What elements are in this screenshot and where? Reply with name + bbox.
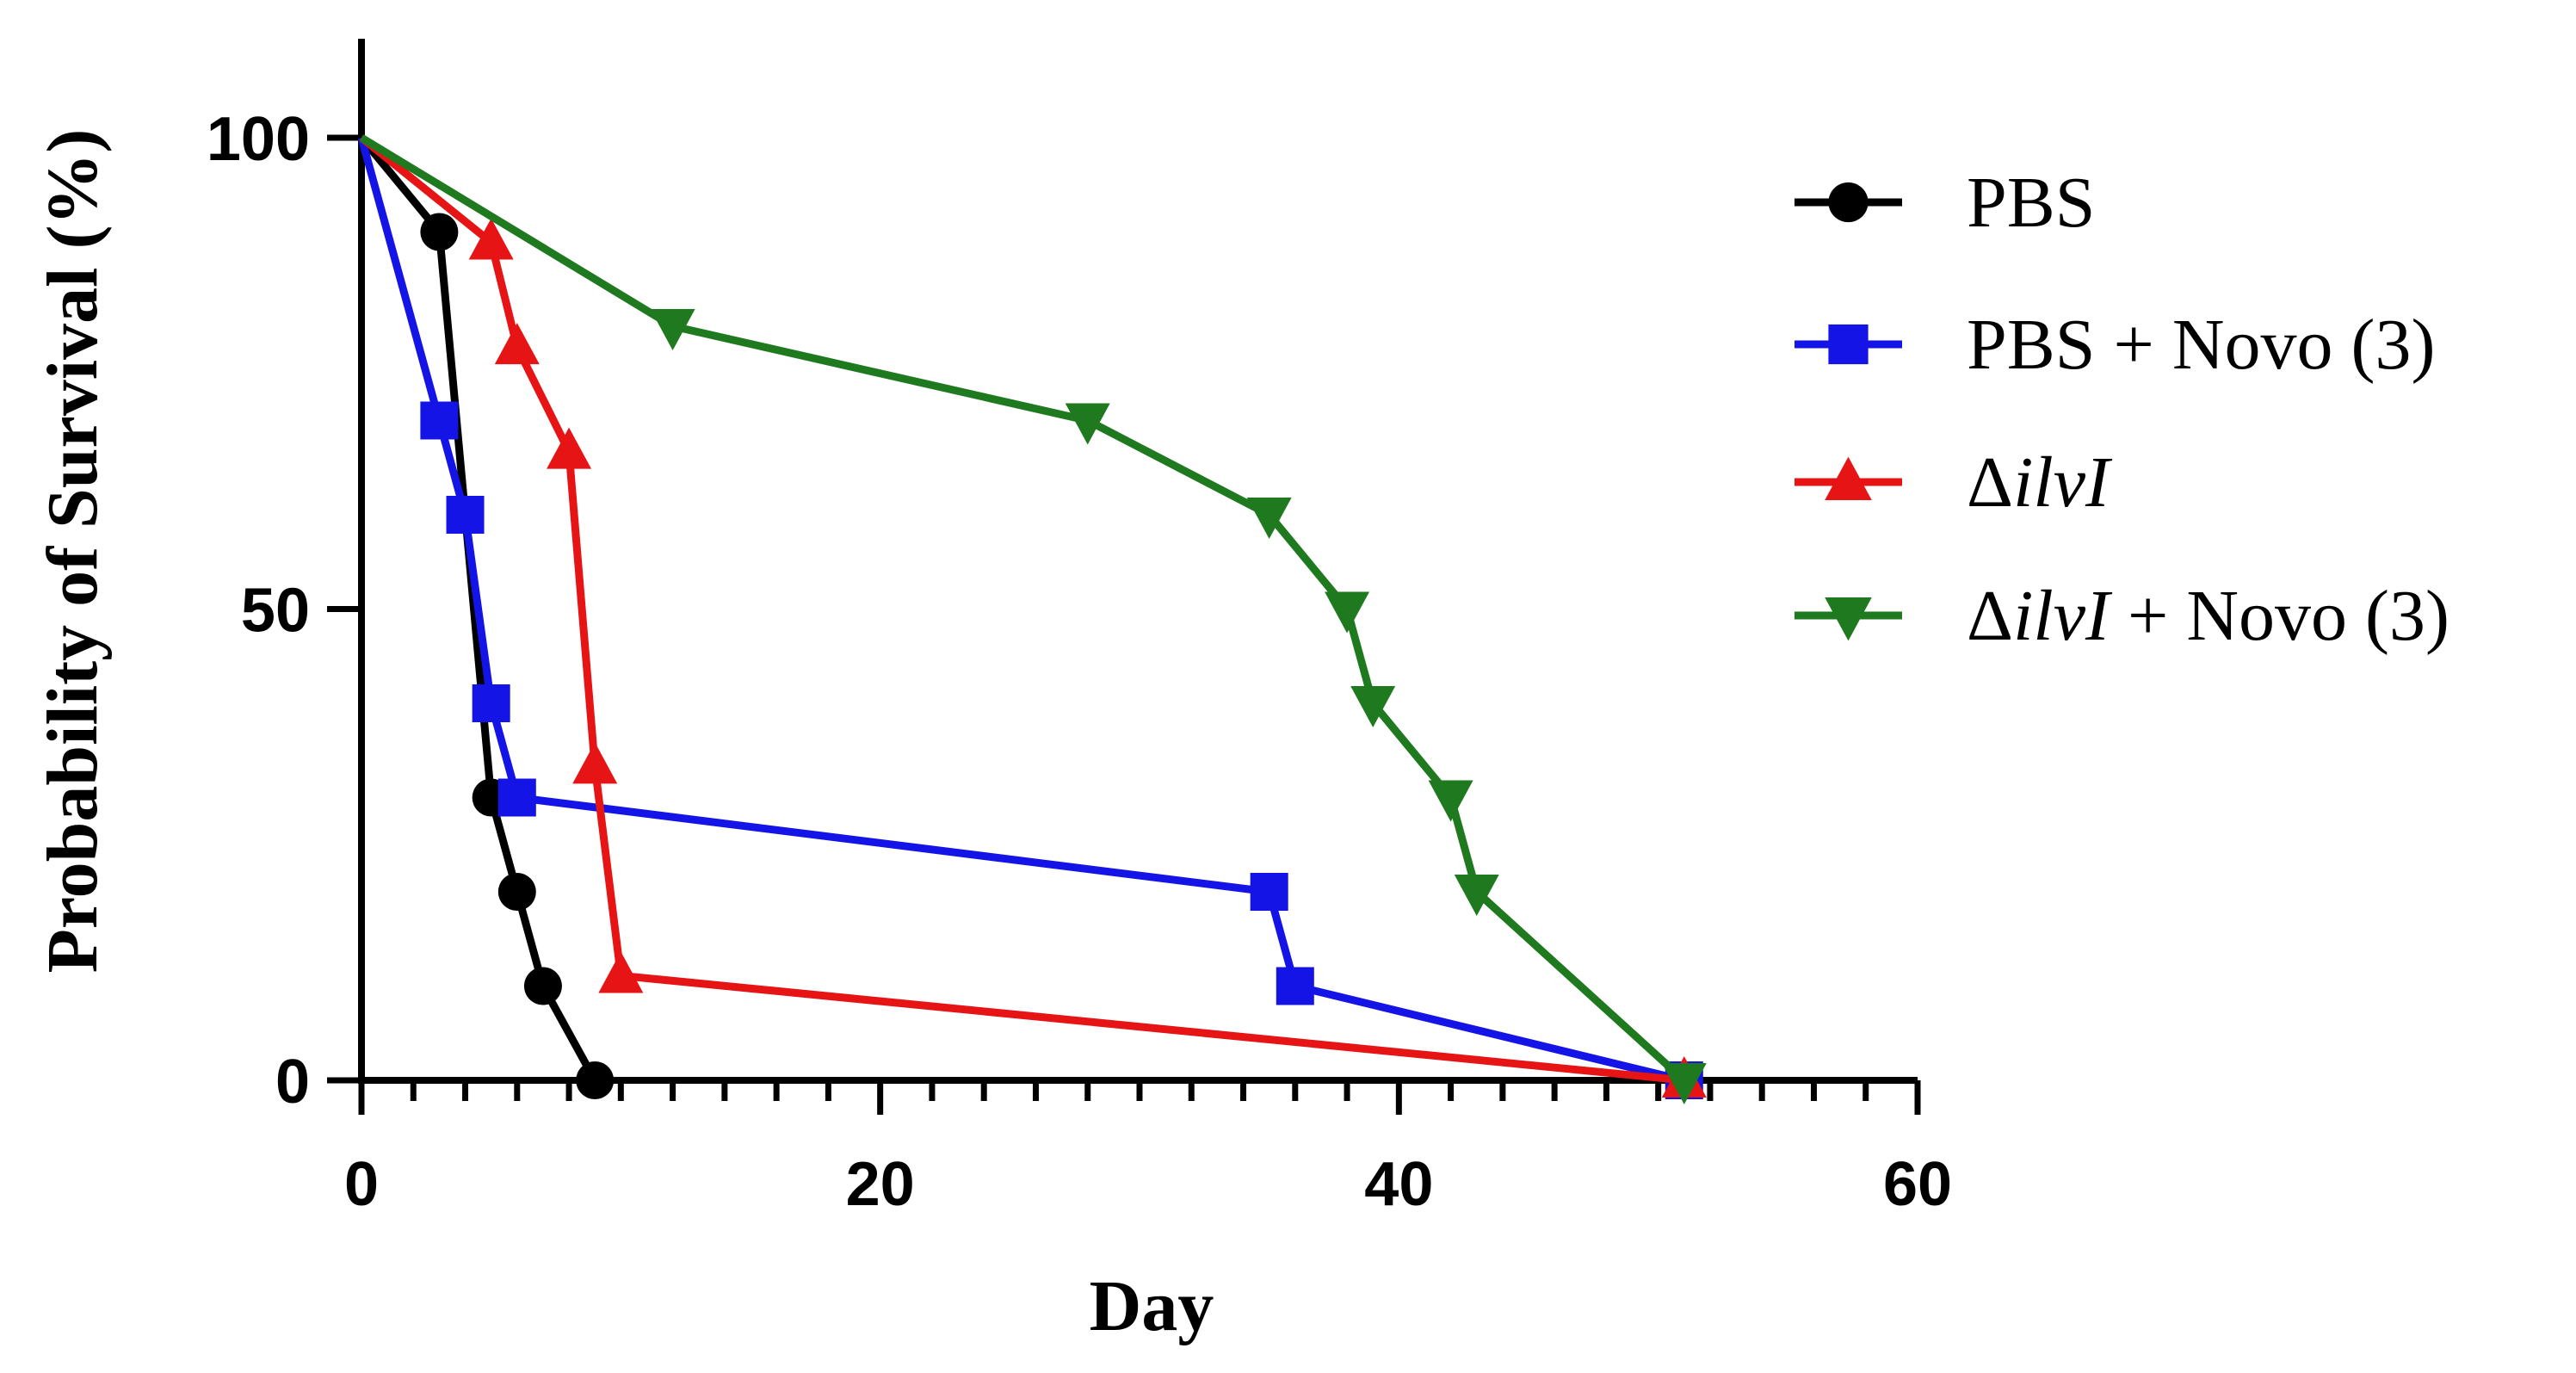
legend-item: ΔilvI (1795, 442, 2113, 523)
series-group (357, 134, 1707, 1104)
y-tick-label: 0 (275, 1048, 310, 1116)
x-tick-label: 60 (1883, 1150, 1952, 1219)
axes: 0 20 40 60 0 50 100 (207, 39, 1952, 1219)
legend-label-suffix: + Novo (3) (2110, 576, 2449, 656)
data-point (1428, 780, 1473, 822)
data-point (494, 323, 540, 365)
data-point (576, 1061, 615, 1099)
data-point (572, 742, 618, 784)
data-point (547, 427, 592, 469)
data-point (1065, 403, 1110, 445)
data-point (472, 684, 510, 722)
legend-marker (1828, 182, 1869, 223)
data-point (598, 951, 644, 993)
legend-label: ΔilvI + Novo (3) (1967, 576, 2449, 656)
legend-label-italic: ilvI (2013, 576, 2113, 656)
y-tick-label: 50 (241, 577, 310, 646)
data-point (1661, 1063, 1707, 1104)
legend-item: PBS + Novo (3) (1795, 305, 2435, 385)
data-point (420, 213, 459, 251)
data-point (1325, 591, 1370, 634)
legend-item: ΔilvI + Novo (3) (1795, 576, 2449, 656)
series-3 (359, 134, 1707, 1098)
legend-marker (1828, 324, 1869, 365)
legend-marker (1825, 597, 1872, 641)
legend-label-base: Δ (1967, 442, 2013, 523)
x-tick-label: 0 (344, 1150, 379, 1219)
data-point (1250, 873, 1288, 911)
data-point (497, 873, 536, 911)
legend-marker (1825, 456, 1872, 500)
legend-label-base: PBS + Novo (3) (1967, 305, 2435, 385)
series-2 (357, 136, 1703, 1099)
data-point (446, 496, 485, 534)
series-4 (359, 134, 1707, 1104)
series-line (359, 134, 1685, 1085)
legend-label: PBS (1967, 163, 2095, 243)
data-point (1454, 875, 1499, 916)
legend-label-base: PBS (1967, 163, 2095, 243)
data-point (420, 401, 459, 440)
legend-item: PBS (1795, 163, 2095, 243)
x-axis-label: Day (1090, 1266, 1214, 1346)
y-axis-label: Probability of Survival (%) (33, 129, 113, 974)
data-point (497, 778, 536, 817)
legend-label: PBS + Novo (3) (1967, 305, 2435, 385)
data-point (650, 309, 695, 350)
data-point (523, 967, 562, 1005)
series-line (359, 134, 1687, 1084)
x-tick-label: 20 (846, 1150, 915, 1219)
data-point (1276, 967, 1314, 1005)
y-tick-label: 100 (207, 105, 310, 174)
legend-label: ΔilvI (1967, 442, 2113, 523)
legend-label-base: Δ (1967, 576, 2013, 656)
data-point (1246, 498, 1292, 539)
x-tick-label: 40 (1364, 1150, 1433, 1219)
legend-label-italic: ilvI (2013, 442, 2113, 523)
data-point (1350, 686, 1396, 727)
series-line (357, 136, 1685, 1085)
data-point (468, 218, 514, 260)
